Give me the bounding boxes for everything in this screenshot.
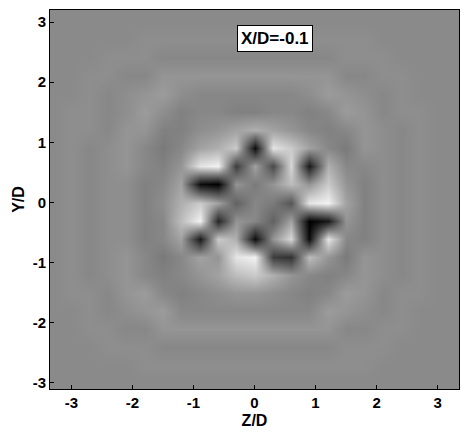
svg-text:2: 2 — [38, 73, 46, 90]
svg-text:-1: -1 — [187, 394, 200, 411]
svg-text:1: 1 — [38, 134, 46, 151]
svg-text:Z/D: Z/D — [242, 412, 268, 429]
svg-text:0: 0 — [250, 394, 258, 411]
svg-text:0: 0 — [38, 194, 46, 211]
svg-text:X/D=-0.1: X/D=-0.1 — [241, 29, 309, 48]
svg-text:3: 3 — [38, 13, 46, 30]
svg-text:-3: -3 — [65, 394, 78, 411]
svg-text:Y/D: Y/D — [10, 186, 27, 213]
svg-text:3: 3 — [433, 394, 441, 411]
svg-text:-2: -2 — [33, 314, 46, 331]
svg-text:1: 1 — [311, 394, 319, 411]
svg-text:2: 2 — [372, 394, 380, 411]
svg-text:-1: -1 — [33, 254, 46, 271]
svg-text:-2: -2 — [126, 394, 139, 411]
svg-text:-3: -3 — [33, 374, 46, 391]
